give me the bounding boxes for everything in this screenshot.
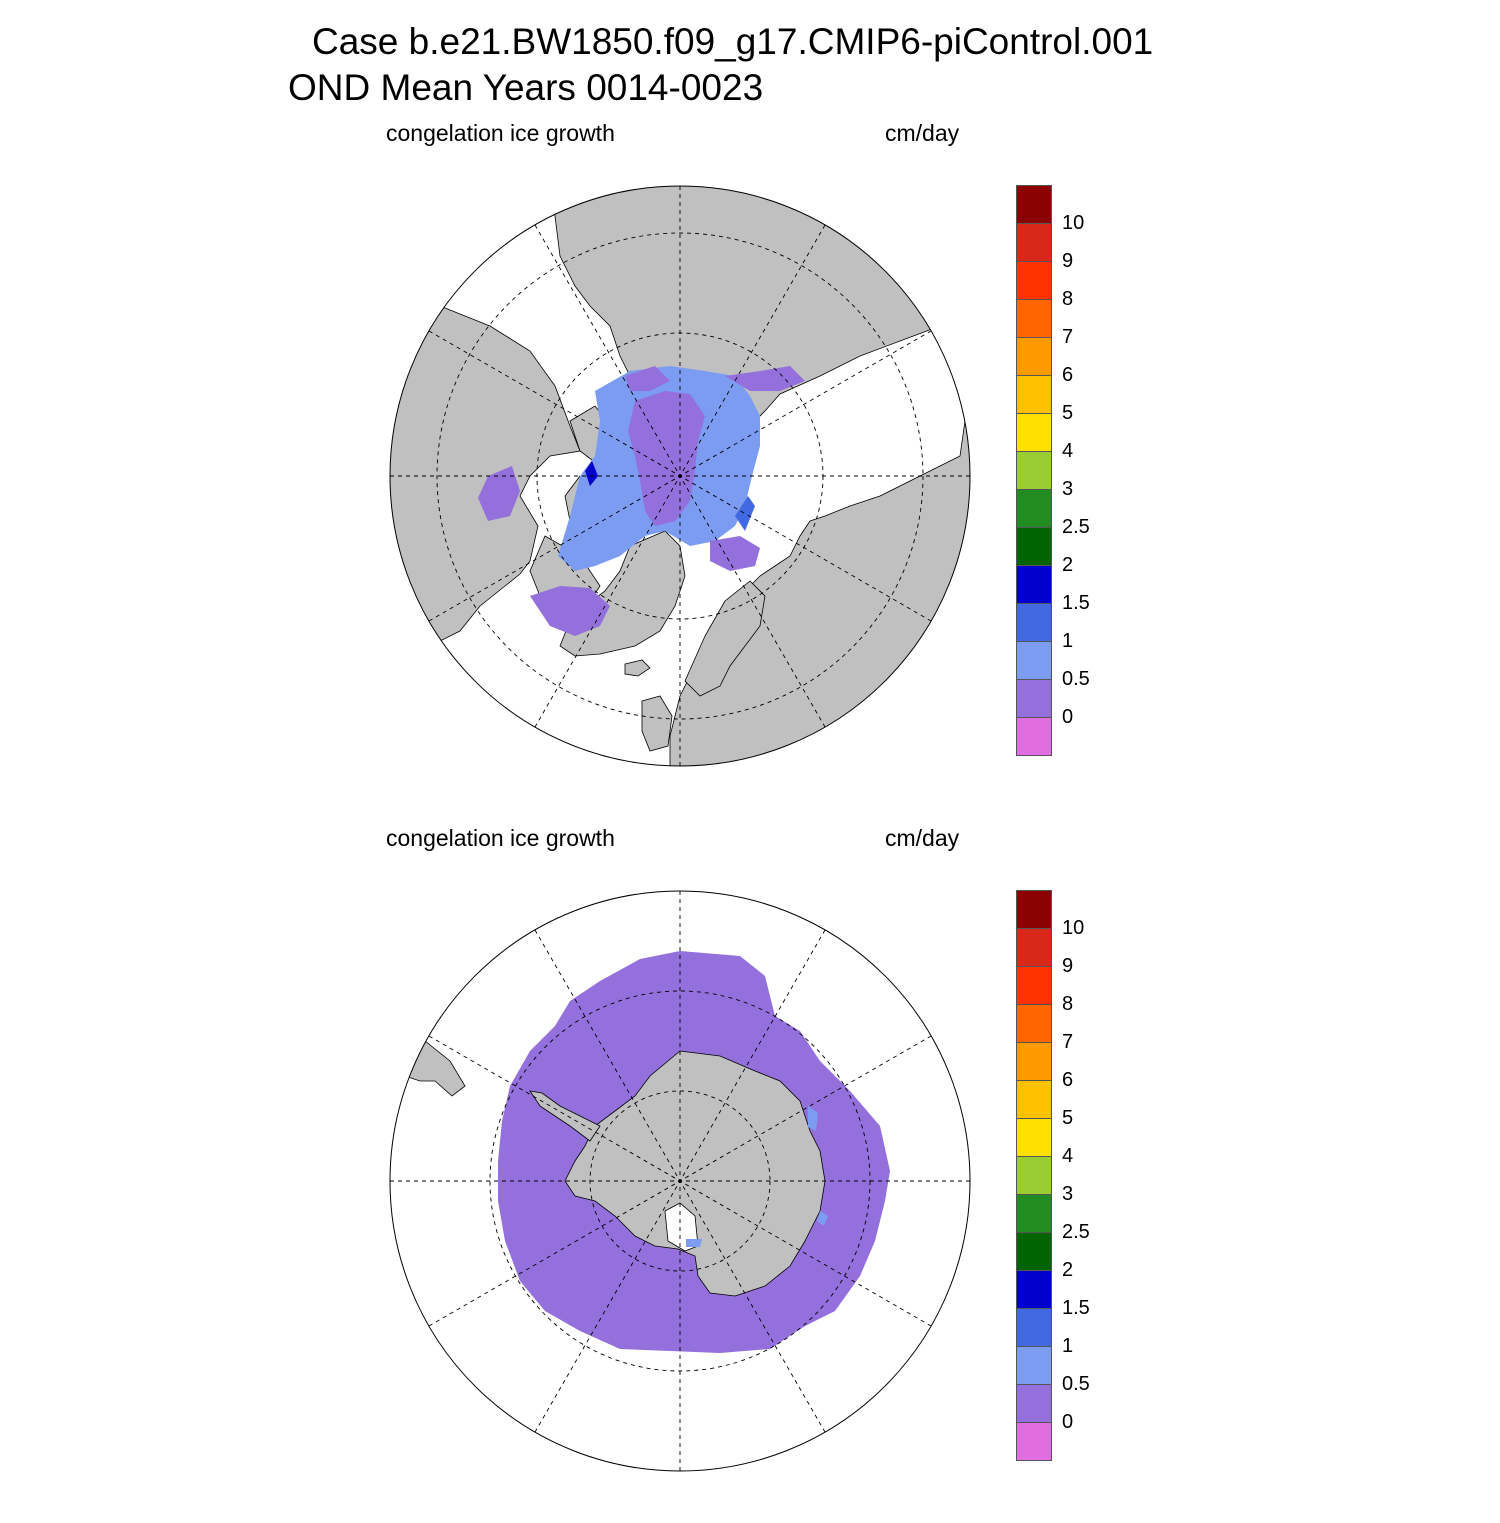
- figure-title: Case b.e21.BW1850.f09_g17.CMIP6-piContro…: [312, 21, 1154, 62]
- colorbar-tick-label: 3: [1062, 1183, 1074, 1205]
- colorbar-swatch: [1016, 717, 1052, 756]
- variable-label: congelation ice growth: [386, 120, 615, 146]
- ice-growth-purple-core: [628, 391, 705, 526]
- colorbar-swatch: [1016, 679, 1052, 718]
- map-border: [389, 890, 971, 1472]
- colorbar-tick-label: 1.5: [1062, 1297, 1090, 1319]
- scandinavia-land: [684, 580, 766, 697]
- colorbar-tick-label: 8: [1062, 993, 1074, 1015]
- graticule: [390, 186, 970, 766]
- latitude-circle: [436, 232, 924, 720]
- colorbar-tick-label: 1: [1062, 630, 1074, 652]
- map-border: [389, 185, 971, 767]
- colorbar-swatch: [1016, 1270, 1052, 1309]
- units-label: cm/day: [885, 825, 960, 851]
- colorbar-tick-label: 10: [1062, 212, 1085, 234]
- colorbar-swatch: [1016, 1156, 1052, 1195]
- ice-growth-purple-baffin: [530, 586, 610, 636]
- colorbar-swatch: [1016, 1422, 1052, 1461]
- graticule: [390, 891, 970, 1471]
- colorbar-tick-label: 7: [1062, 326, 1074, 348]
- colorbar-tick-label: 1: [1062, 1335, 1074, 1357]
- ice-growth-lightblue-coast: [817, 1211, 828, 1226]
- ice-growth-darkblue-strip: [735, 496, 755, 531]
- colorbar-tick-label: 9: [1062, 955, 1074, 977]
- antarctic-peninsula: [529, 1090, 601, 1142]
- colorbar-swatch: [1016, 1308, 1052, 1347]
- colorbar-swatch: [1016, 299, 1052, 338]
- eurasia-land: [669, 315, 970, 766]
- colorbar-swatch: [1016, 527, 1052, 566]
- colorbar-tick-label: 4: [1062, 440, 1074, 462]
- colorbar-swatch: [1016, 1194, 1052, 1233]
- colorbar-swatch: [1016, 1384, 1052, 1423]
- colorbar-tick-label: 2: [1062, 554, 1074, 576]
- colorbar-swatch: [1016, 413, 1052, 452]
- colorbar: 0 0.5 1 1.5 2 2.5 3 4 5 6 7 8 9 10: [1016, 890, 1090, 1462]
- colorbar-swatch: [1016, 337, 1052, 376]
- ice-growth-darkblue-strip-2: [585, 461, 598, 486]
- colorbar-swatch: [1016, 223, 1052, 262]
- ice-growth-lightblue-coast: [686, 1239, 702, 1247]
- panel-antarctic: congelation ice growth cm/day: [0, 817, 1500, 1523]
- colorbar-tick-label: 2: [1062, 1259, 1074, 1281]
- colorbar-tick-label: 9: [1062, 250, 1074, 272]
- units-label: cm/day: [885, 120, 960, 146]
- colorbar-swatch: [1016, 565, 1052, 604]
- sea-ice-field: [478, 366, 805, 636]
- colorbar-swatch: [1016, 1232, 1052, 1271]
- colorbar-tick-label: 2.5: [1062, 516, 1090, 538]
- colorbar-tick-label: 6: [1062, 364, 1074, 386]
- ice-growth-purple-laptev: [625, 366, 670, 391]
- colorbar-tick-label: 0.5: [1062, 1373, 1090, 1395]
- colorbar-swatch: [1016, 1118, 1052, 1157]
- colorbar-swatch: [1016, 1042, 1052, 1081]
- colorbar-tick-label: 5: [1062, 402, 1074, 424]
- antarctic-polar-map: [389, 890, 971, 1472]
- ice-growth-purple-hudson: [478, 466, 520, 521]
- ice-growth-purple-barents: [710, 536, 760, 571]
- meridian-line: [428, 330, 932, 622]
- ice-growth-purple-chukchi: [725, 366, 805, 391]
- colorbar-swatch: [1016, 966, 1052, 1005]
- meridian-line: [428, 1035, 932, 1327]
- colorbar-swatch: [1016, 1346, 1052, 1385]
- colorbar-swatch: [1016, 1004, 1052, 1043]
- colorbar-swatch: [1016, 641, 1052, 680]
- colorbar-swatch: [1016, 890, 1052, 929]
- british-isles-land: [641, 695, 673, 752]
- colorbar-tick-label: 8: [1062, 288, 1074, 310]
- colorbar-swatch: [1016, 603, 1052, 642]
- colorbar-swatch: [1016, 375, 1052, 414]
- colorbar-tick-label: 0: [1062, 706, 1074, 728]
- variable-label: congelation ice growth: [386, 825, 615, 851]
- panel-arctic: congelation ice growth cm/day: [0, 112, 1500, 818]
- colorbar-tick-label: 0: [1062, 1411, 1074, 1433]
- colorbar-tick-label: 5: [1062, 1107, 1074, 1129]
- colorbar-tick-label: 7: [1062, 1031, 1074, 1053]
- colorbar-tick-label: 10: [1062, 917, 1085, 939]
- colorbar: 0 0.5 1 1.5 2 2.5 3 4 5 6 7 8 9 10: [1016, 185, 1090, 757]
- colorbar-tick-label: 0.5: [1062, 668, 1090, 690]
- colorbar-swatch: [1016, 185, 1052, 224]
- colorbar-swatch: [1016, 261, 1052, 300]
- figure-subtitle: OND Mean Years 0014-0023: [288, 67, 764, 108]
- colorbar-tick-label: 1.5: [1062, 592, 1090, 614]
- colorbar-tick-label: 6: [1062, 1069, 1074, 1091]
- arctic-polar-map: [389, 185, 971, 767]
- colorbar-swatch: [1016, 1080, 1052, 1119]
- colorbar-swatch: [1016, 928, 1052, 967]
- ice-growth-lightblue-coast: [808, 1106, 818, 1131]
- colorbar-swatch: [1016, 451, 1052, 490]
- iceland-land: [624, 659, 651, 677]
- colorbar-swatch: [1016, 489, 1052, 528]
- colorbar-tick-label: 2.5: [1062, 1221, 1090, 1243]
- colorbar-tick-label: 3: [1062, 478, 1074, 500]
- colorbar-tick-label: 4: [1062, 1145, 1074, 1167]
